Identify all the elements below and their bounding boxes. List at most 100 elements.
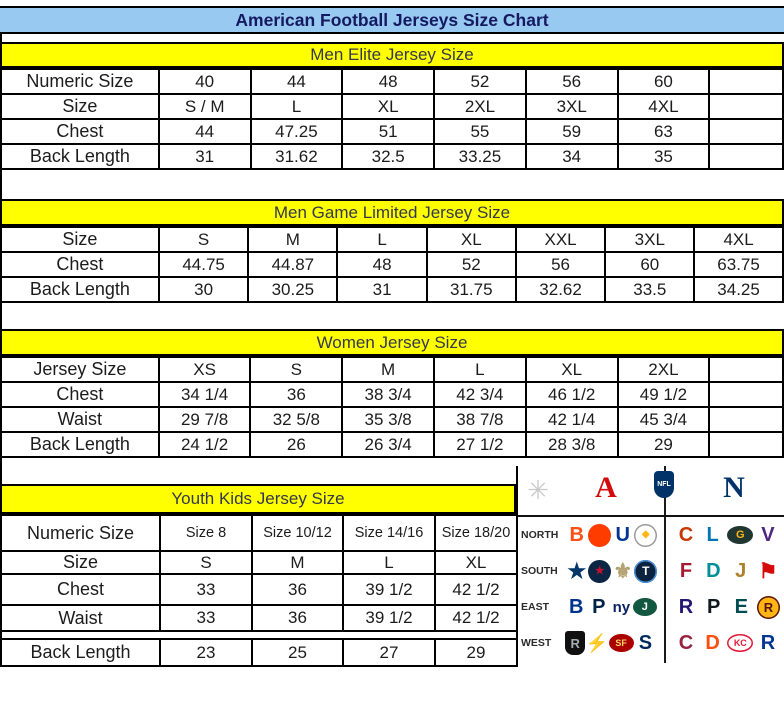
cell: 59 (524, 118, 619, 145)
new-york-giants-logo: ny (612, 598, 631, 616)
cell: 28 3/8 (524, 431, 619, 458)
empty-cell (708, 143, 784, 170)
nfc-logo-group: C D KC R (674, 630, 780, 656)
cell: Size 14/16 (342, 514, 436, 552)
table-row: Chest 34 1/4 36 38 3/4 42 3/4 46 1/2 49 1/2 (0, 381, 784, 408)
table-row: Back Length 30 30.25 31 31.75 32.62 33.5 34.25 (0, 276, 784, 303)
cell: 25 (251, 638, 344, 667)
section-header-youth-kids: Youth Kids Jersey Size (0, 484, 516, 514)
cell: 63 (616, 118, 711, 145)
cell: 33 (159, 604, 253, 632)
cell: 42 3/4 (433, 381, 527, 408)
cell: 26 3/4 (341, 431, 435, 458)
table-row: Back Length 24 1/2 26 26 3/4 27 1/2 28 3/8 29 (0, 431, 784, 458)
cell: L (336, 226, 428, 253)
cell: 33.5 (604, 276, 696, 303)
los-angeles-chargers-logo: ⚡ (585, 633, 609, 653)
new-orleans-saints-logo: ⚜ (613, 559, 633, 583)
row-label: Size (0, 226, 160, 253)
cleveland-browns-logo (588, 523, 611, 547)
carolina-panthers-logo: P (706, 596, 721, 618)
cell: 39 1/2 (342, 604, 436, 632)
youth-kids-size-table: Numeric Size Size 8 Size 10/12 Size 14/16 Si… (0, 514, 518, 667)
cell: L (433, 356, 527, 383)
table-row: Chest 44 47.25 51 55 59 63 (0, 118, 784, 145)
division-label: EAST (521, 601, 550, 613)
cell: 34 1/4 (157, 381, 252, 408)
afc-logo-group: R ⚡ SF S (565, 630, 662, 656)
cell: 35 (616, 143, 711, 170)
cell: 26 (249, 431, 344, 458)
cell: 4XL (693, 226, 784, 253)
denver-broncos-logo: D (705, 632, 720, 654)
cell: XL (524, 356, 619, 383)
empty-cell (708, 381, 784, 408)
cell: S (157, 226, 250, 253)
table-row: Chest 33 36 39 1/2 42 1/2 (0, 573, 518, 606)
afc-logo-group: ★ ★ ⚜ T (565, 558, 662, 584)
men-elite-size-table: Numeric Size 40 44 48 52 56 60 Size S / M L XL 2XL 3… (0, 68, 784, 170)
row-label: Waist (0, 604, 161, 632)
cell: XS (157, 356, 252, 383)
cell: 52 (425, 251, 517, 278)
nfl-shield-text: NFL (657, 481, 671, 488)
cell: 42 1/2 (434, 604, 518, 632)
cell: XL (425, 226, 517, 253)
cell: 60 (616, 68, 711, 95)
cell: 29 (434, 638, 518, 667)
row-label: Back Length (0, 431, 160, 458)
row-label: Size (0, 550, 161, 575)
cell: M (251, 550, 344, 575)
cell: 3XL (604, 226, 696, 253)
table-row: Chest 44.75 44.87 48 52 56 60 63.75 (0, 251, 784, 278)
cell: Size 10/12 (251, 514, 344, 552)
conference-divider-line (664, 466, 666, 663)
page-title-text: American Football Jerseys Size Chart (235, 9, 549, 30)
cell: 48 (341, 68, 436, 95)
cell: 31.75 (425, 276, 517, 303)
cell: 52 (433, 68, 527, 95)
cell: S (159, 550, 253, 575)
dallas-cowboys-logo: ★ (567, 559, 587, 583)
cell: 31 (336, 276, 428, 303)
cell: 45 3/4 (616, 406, 711, 433)
empty-cell (708, 406, 784, 433)
baltimore-ravens-logo: R (678, 596, 694, 618)
cell: 4XL (616, 93, 711, 120)
cell: 38 7/8 (433, 406, 527, 433)
nfc-logo: N (723, 471, 745, 504)
empty-cell (708, 356, 784, 383)
cell: 38 3/4 (341, 381, 435, 408)
cell: 33.25 (433, 143, 527, 170)
cincinnati-bengals-logo: B (569, 524, 584, 546)
cell: 32.5 (341, 143, 436, 170)
cell: 44.87 (247, 251, 339, 278)
cell: 32 5/8 (249, 406, 344, 433)
cell: 63.75 (693, 251, 784, 278)
buffalo-bills-logo: B (569, 596, 584, 618)
cell: 55 (433, 118, 527, 145)
row-label: Chest (0, 251, 160, 278)
tampa-bay-buccaneers-logo: ⚑ (758, 559, 778, 583)
table-row: Waist 33 36 39 1/2 42 1/2 (0, 604, 518, 632)
minnesota-vikings-logo: V (761, 524, 775, 546)
row-label: Back Length (0, 638, 161, 667)
table-row: Numeric Size 40 44 48 52 56 60 (0, 68, 784, 95)
cell: 29 (616, 431, 711, 458)
table-row: Numeric Size Size 8 Size 10/12 Size 14/16 Si… (0, 514, 518, 552)
kansas-city-chiefs-logo: KC (727, 634, 754, 652)
pittsburgh-steelers-logo: ◆ (634, 523, 657, 547)
cell: XXL (514, 226, 607, 253)
cell: XL (434, 550, 518, 575)
new-england-patriots-logo: P (592, 596, 606, 618)
table-row: Back Length 23 25 27 29 (0, 638, 518, 667)
cell: 31 (157, 143, 252, 170)
section-header-men-elite: Men Elite Jersey Size (0, 42, 784, 68)
chicago-bears-logo: C (678, 524, 694, 546)
new-york-jets-logo: J (632, 598, 657, 616)
cell: 24 1/2 (157, 431, 252, 458)
empty-cell (708, 118, 784, 145)
